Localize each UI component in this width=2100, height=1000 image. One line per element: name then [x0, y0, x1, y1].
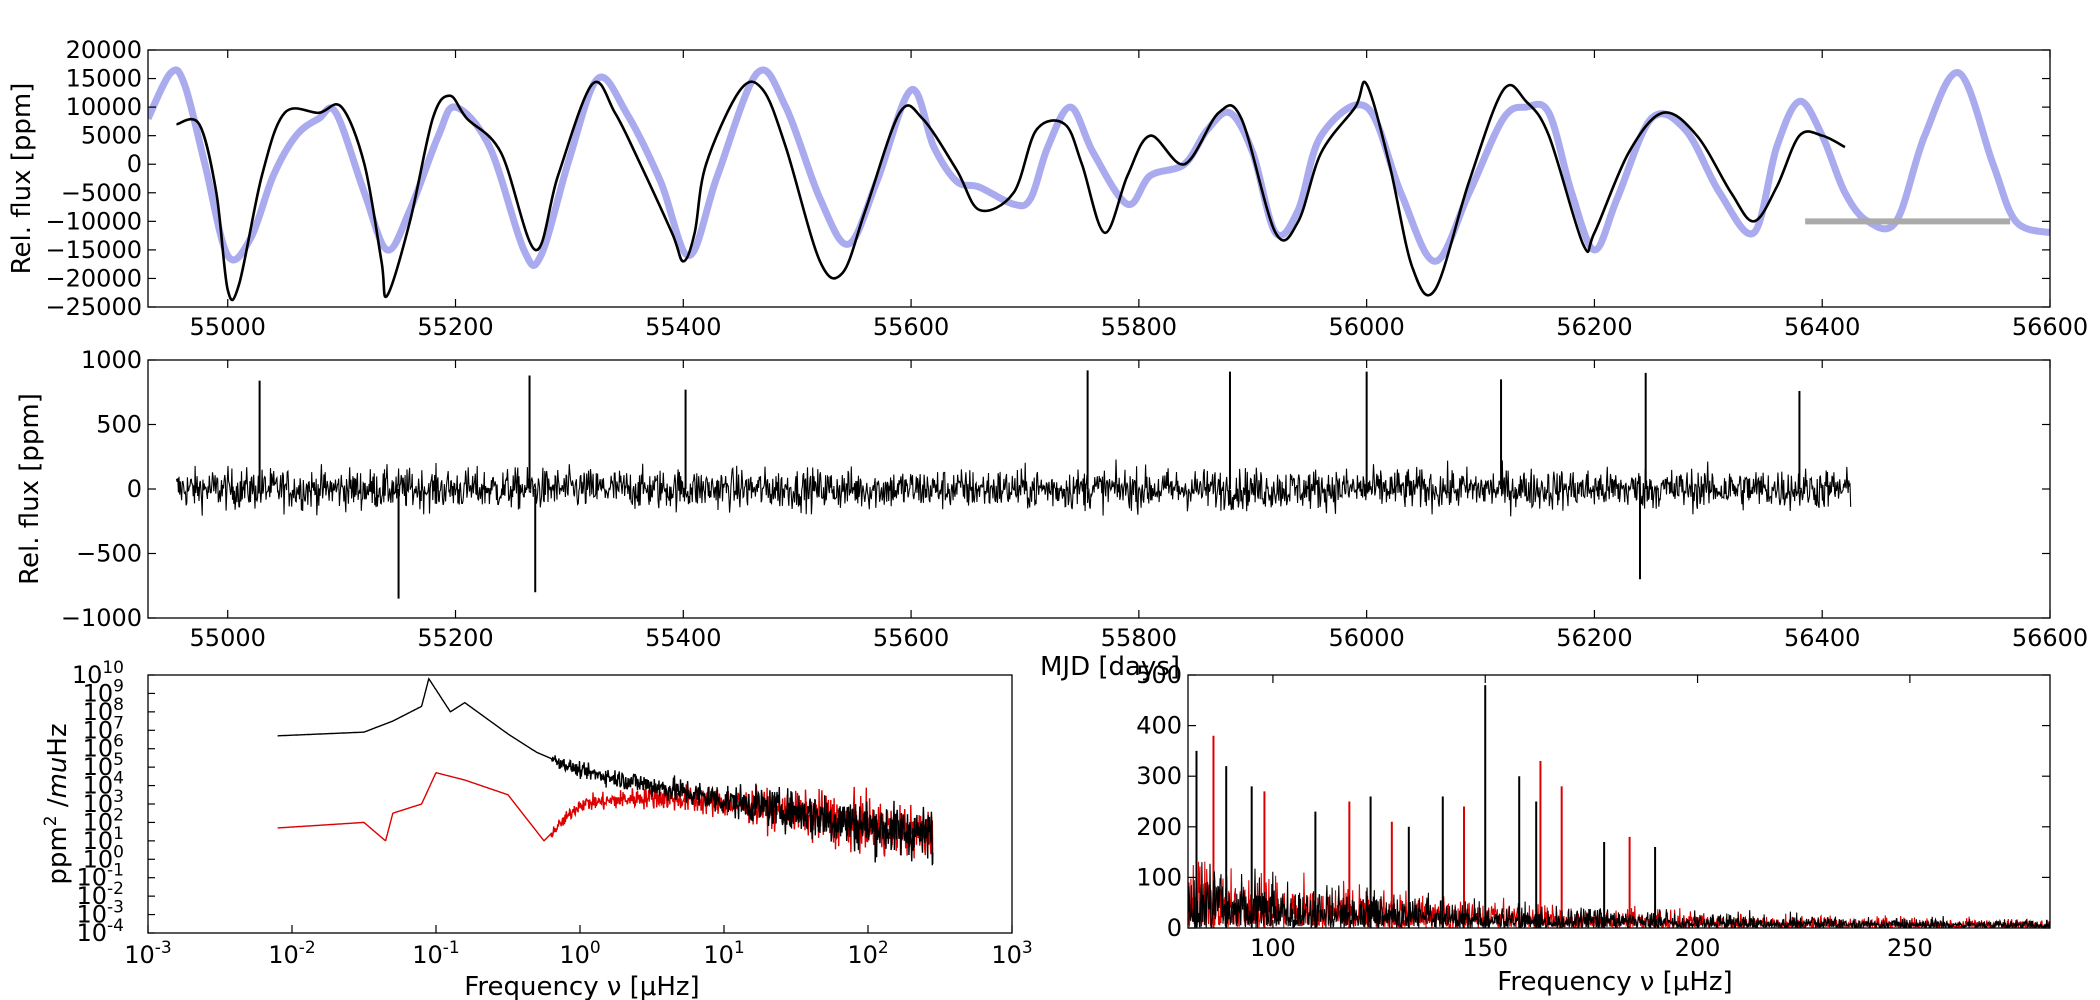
y-tick-label: 10000 [66, 93, 142, 121]
axes-frame [147, 49, 2051, 308]
y-tick-label: 5000 [81, 122, 142, 150]
x-tick-label: 56000 [1328, 313, 1404, 341]
x-axis-label: MJD [days] [1040, 652, 1180, 682]
x-tick-label: 10-2 [268, 938, 316, 969]
x-tick-label: 10-1 [412, 938, 460, 969]
y-tick-label: −25000 [46, 293, 142, 321]
y-tick-label: −20000 [46, 264, 142, 292]
x-tick-label: 55400 [645, 624, 721, 652]
bottom-right-panel: 100 150 200 250 500 400 300 200 100 0 Frequency ν … [1136, 661, 2051, 997]
x-tick-label: 103 [991, 938, 1032, 969]
x-tick-label: 56600 [2012, 624, 2088, 652]
x-tick-label: 101 [703, 938, 744, 969]
x-tick-label: 55800 [1101, 313, 1177, 341]
x-axis-label: Frequency ν [μHz] [464, 972, 699, 1000]
y-tick-label: −500 [76, 540, 142, 568]
y-tick-label: 0 [127, 150, 142, 178]
x-axis-label: Frequency ν [μHz] [1497, 967, 1732, 997]
y-tick-label: 500 [96, 411, 142, 439]
plot-area [148, 66, 2050, 302]
y-tick-label: 0 [127, 475, 142, 503]
y-tick-label: 0 [1167, 914, 1182, 942]
x-tick-label: 102 [847, 938, 888, 969]
x-tick-label: 55200 [417, 624, 493, 652]
x-tick-label: 56600 [2012, 313, 2088, 341]
x-tick-label: 55600 [873, 624, 949, 652]
y-axis-label: Rel. flux [ppm] [15, 393, 45, 585]
y-tick-label: −1000 [61, 604, 142, 632]
bottom-left-panel: 10-3 10-2 10-1 100 101 102 1031010109108107106… [41, 658, 1033, 1000]
series-raw-power [277, 677, 934, 866]
x-tick-label: 56000 [1328, 624, 1404, 652]
middle-panel: 55000 55200 55400 55600 55800 56000 56200 56400… [15, 346, 2088, 682]
y-tick-label: 100 [1136, 863, 1182, 891]
x-tick-label: 100 [559, 938, 600, 969]
series-raw-power [1188, 862, 2050, 928]
y-tick-label: −15000 [46, 236, 142, 264]
x-tick-label: 150 [1462, 934, 1508, 962]
plot-area [1188, 685, 2050, 928]
y-tick-label: 10-1 [77, 861, 125, 892]
y-axis-label: ppm2 /muHz [41, 723, 73, 884]
y-tick-label: −5000 [61, 179, 142, 207]
series-data [176, 80, 1846, 302]
y-tick-label: 200 [1136, 813, 1182, 841]
y-tick-label: 1010 [72, 658, 124, 689]
x-tick-label: 55000 [190, 624, 266, 652]
x-tick-label: 55400 [645, 313, 721, 341]
plot-area [175, 370, 1852, 599]
x-tick-label: 56400 [1784, 624, 1860, 652]
x-tick-label: 56400 [1784, 313, 1860, 341]
y-tick-label: 300 [1136, 762, 1182, 790]
y-tick-label: 500 [1136, 661, 1182, 689]
y-axis-label: Rel. flux [ppm] [7, 83, 37, 275]
y-tick-label: 10-4 [77, 916, 125, 947]
axes-frame [1187, 674, 2051, 929]
x-tick-label: 250 [1887, 934, 1933, 962]
x-tick-label: 200 [1675, 934, 1721, 962]
x-tick-label: 100 [1250, 934, 1296, 962]
y-tick-label: 1000 [81, 346, 142, 374]
top-panel: 55000 55200 55400 55600 55800 56000 56200 56400… [7, 36, 2088, 341]
x-tick-label: 56200 [1556, 313, 1632, 341]
x-tick-label: 55600 [873, 313, 949, 341]
plot-area [277, 677, 934, 866]
y-tick-label: 400 [1136, 712, 1182, 740]
x-tick-label: 10-3 [124, 938, 172, 969]
y-tick-label: −10000 [46, 207, 142, 235]
x-tick-label: 55800 [1101, 624, 1177, 652]
series-residuals [175, 459, 1852, 517]
x-tick-label: 55000 [190, 313, 266, 341]
y-tick-label: 15000 [66, 65, 142, 93]
x-tick-label: 55200 [417, 313, 493, 341]
series-model [148, 66, 2050, 269]
x-tick-label: 56200 [1556, 624, 1632, 652]
y-tick-label: 20000 [66, 36, 142, 64]
